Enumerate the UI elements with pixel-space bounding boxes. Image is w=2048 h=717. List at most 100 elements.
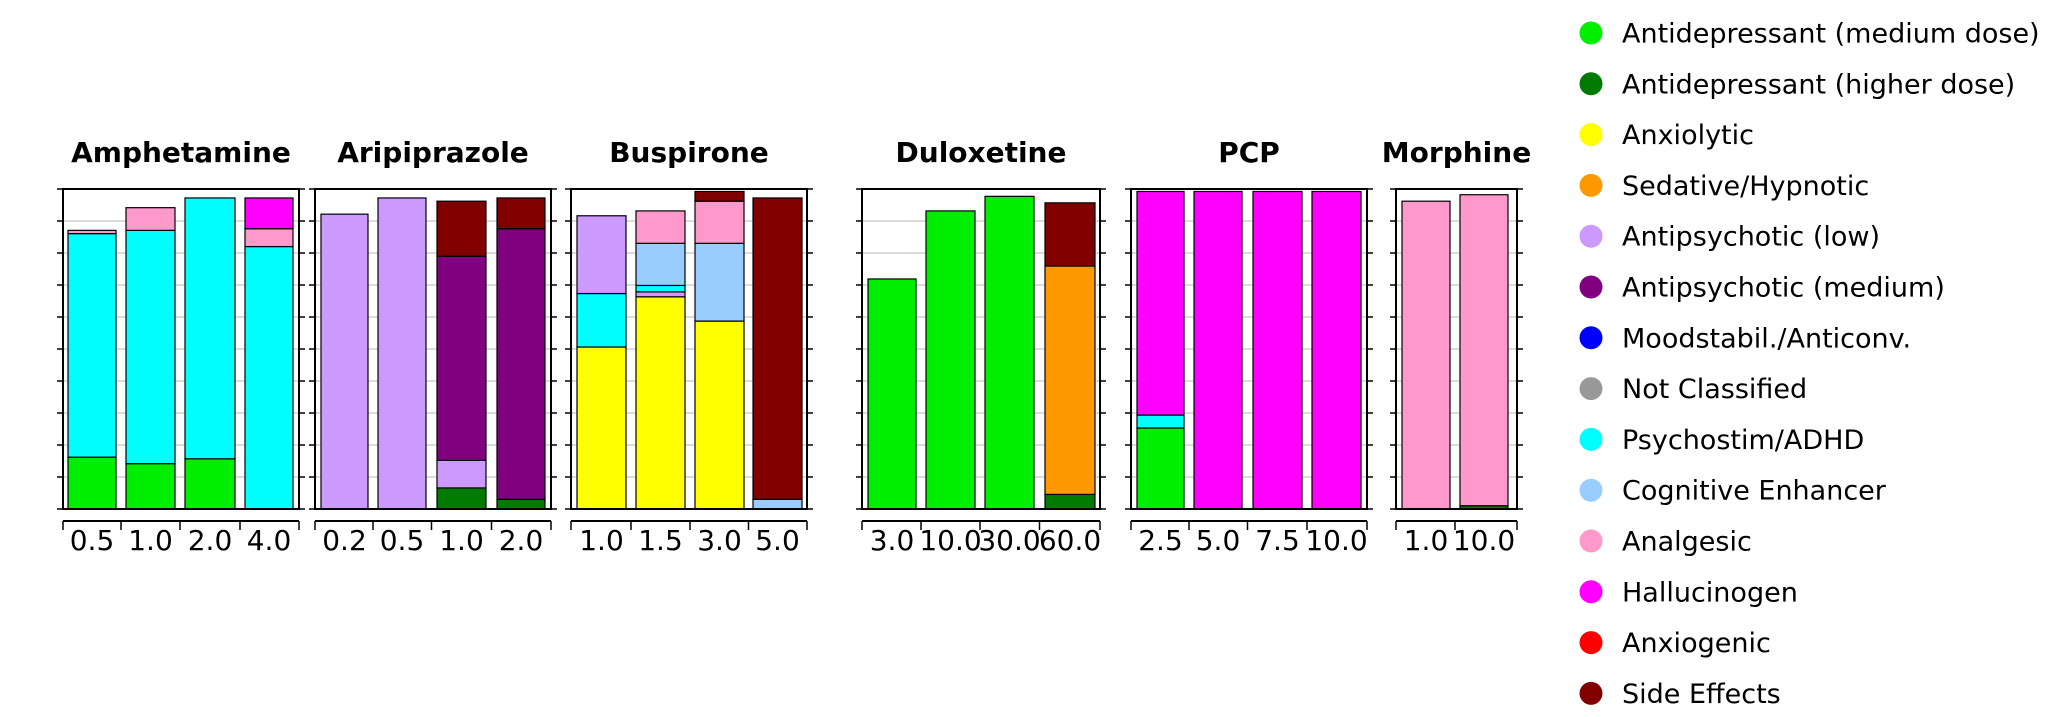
panel-title: PCP [1218,136,1280,169]
legend-marker-anxiogenic [1579,631,1603,655]
legend-label: Antipsychotic (low) [1622,222,1880,253]
panel-title: Morphine [1382,136,1531,169]
panel-title: Aripiprazole [337,136,529,169]
legend-marker-hallucinogen [1579,580,1603,604]
bar-segment-buspirone-5.0-side-effects [752,197,803,500]
bar-segment-amphetamine-4.0-hallucinogen [244,197,294,230]
x-tick-label: 5.0 [755,524,800,557]
x-tick-label: 7.5 [1255,524,1300,557]
bar-segment-morphine-10.0-analgesic [1459,194,1509,507]
legend-label: Cognitive Enhancer [1622,476,1887,507]
legend-marker-anxiolytic [1579,123,1603,147]
bar-segment-aripiprazole-2.0-antipsychotic-medium- [496,228,546,500]
chart-panel-amphetamine: Amphetamine 0.5 1.0 2.0 4.0 [57,136,305,557]
bar-segment-duloxetine-30.0-antidepressant-medium-dose- [984,195,1035,510]
bar-segment-amphetamine-0.5-psychostim-adhd [67,233,117,458]
x-tick-label: 1.5 [638,524,683,557]
bar-segment-aripiprazole-1.0-side-effects [436,200,487,257]
chart-panel-pcp: PCP 2.5 5.0 7.5 10.0 [1125,136,1373,557]
legend-label: Side Effects [1622,679,1781,710]
panel-title: Duloxetine [896,136,1067,169]
legend-label: Psychostim/ADHD [1622,425,1864,456]
chart-panel-aripiprazole: Aripiprazole 0.2 0.5 1.0 2.0 [309,136,557,557]
chart-panel-morphine: Morphine 1.0 10.0 [1382,136,1531,557]
x-tick-label: 10.0 [1453,524,1515,557]
bar-segment-amphetamine-1.0-psychostim-adhd [125,229,176,465]
bar-segment-pcp-2.5-psychostim-adhd [1136,414,1185,429]
bar-segment-buspirone-1.5-anxiolytic [635,296,686,510]
bar-segment-buspirone-1.5-psychostim-adhd [635,284,686,293]
x-tick-label: 2.5 [1138,524,1183,557]
legend-marker-cognitive-enhancer [1579,478,1603,502]
legend-marker-not-classified [1579,377,1603,401]
x-tick-label: 2.0 [188,524,233,557]
legend-marker-antipsychotic-medium- [1579,275,1603,299]
legend-label: Hallucinogen [1622,577,1798,608]
bar-segment-amphetamine-0.5-analgesic [67,229,117,235]
legend-label: Anxiolytic [1622,120,1754,151]
x-tick-label: 0.5 [380,524,425,557]
x-tick-label: 60.0 [1039,524,1101,557]
bar-segment-aripiprazole-0.2-antipsychotic-low- [320,213,369,510]
bar-segment-buspirone-1.5-cognitive-enhancer [635,242,686,287]
x-tick-label: 1.0 [579,524,624,557]
bar-segment-amphetamine-1.0-antidepressant-medium-dose- [125,463,176,510]
chart-panel-buspirone: Buspirone 1.0 1.5 3.0 5.0 [565,136,813,557]
bar-segment-duloxetine-60.0-side-effects [1044,202,1096,267]
x-tick-label: 1.0 [1404,524,1449,557]
legend-marker-psychostim-adhd [1579,427,1603,451]
legend-marker-side-effects [1579,681,1603,705]
legend-marker-analgesic [1579,529,1603,553]
bar-segment-pcp-7.5-hallucinogen [1252,190,1303,510]
bar-segment-buspirone-1.5-analgesic [635,210,686,244]
x-tick-label: 1.0 [439,524,484,557]
legend-label: Antipsychotic (medium) [1622,273,1945,304]
bar-segment-amphetamine-4.0-psychostim-adhd [244,245,294,510]
bar-segment-pcp-5.0-hallucinogen [1193,190,1243,510]
bar-segment-buspirone-1.0-antipsychotic-low- [576,215,627,295]
x-tick-label: 10.0 [1305,524,1367,557]
chart-panel-duloxetine: Duloxetine 3.0 10.030.060.0 [856,136,1106,557]
x-tick-label: 0.5 [70,524,115,557]
bar-segment-pcp-10.0-hallucinogen [1311,190,1362,510]
bar-segment-aripiprazole-1.0-antidepressant-higher-dose- [436,487,487,510]
x-tick-label: 10.0 [919,524,981,557]
legend-marker-antidepressant-medium-dose- [1579,21,1603,45]
legend-label: Not Classified [1622,374,1807,405]
bar-segment-buspirone-1.5-antipsychotic-low- [635,291,686,298]
x-tick-label: 4.0 [247,524,292,557]
x-tick-label: 3.0 [697,524,742,557]
bar-segment-amphetamine-1.0-analgesic [125,207,176,231]
legend-marker-moodstabil-anticonv- [1579,326,1603,350]
x-tick-label: 1.0 [128,524,173,557]
bar-segment-amphetamine-4.0-analgesic [244,228,294,248]
bar-segment-amphetamine-2.0-psychostim-adhd [184,197,236,460]
bar-segment-aripiprazole-2.0-antidepressant-higher-dose- [496,498,546,510]
x-tick-label: 30.0 [978,524,1040,557]
legend-label: Anxiogenic [1622,628,1771,659]
bar-segment-buspirone-5.0-cognitive-enhancer [752,498,803,510]
x-tick-label: 5.0 [1196,524,1241,557]
legend-marker-antidepressant-higher-dose- [1579,72,1603,96]
bar-segment-pcp-2.5-antidepressant-medium-dose- [1136,427,1185,510]
bar-segment-pcp-2.5-hallucinogen [1136,190,1185,416]
legend-label: Antidepressant (medium dose) [1622,19,2040,50]
x-tick-label: 3.0 [870,524,915,557]
legend: Antidepressant (medium dose) Antidepressa… [1579,19,2040,710]
x-tick-label: 2.0 [499,524,544,557]
bar-segment-aripiprazole-1.0-antipsychotic-low- [436,459,487,489]
x-tick-label: 0.2 [322,524,367,557]
bar-segment-aripiprazole-1.0-antipsychotic-medium- [436,255,487,461]
panel-title: Buspirone [609,136,769,169]
bar-segment-aripiprazole-2.0-side-effects [496,197,546,230]
bar-segment-duloxetine-60.0-antidepressant-higher-dose- [1044,493,1096,510]
bar-segment-morphine-1.0-analgesic [1401,200,1451,510]
legend-label: Moodstabil./Anticonv. [1622,323,1911,354]
legend-label: Sedative/Hypnotic [1622,171,1869,202]
bar-segment-buspirone-3.0-cognitive-enhancer [694,242,745,322]
bar-segment-buspirone-3.0-analgesic [694,200,745,244]
panel-title: Amphetamine [71,136,291,169]
bar-segment-buspirone-1.0-psychostim-adhd [576,292,627,348]
bar-segment-duloxetine-10.0-antidepressant-medium-dose- [925,210,976,510]
